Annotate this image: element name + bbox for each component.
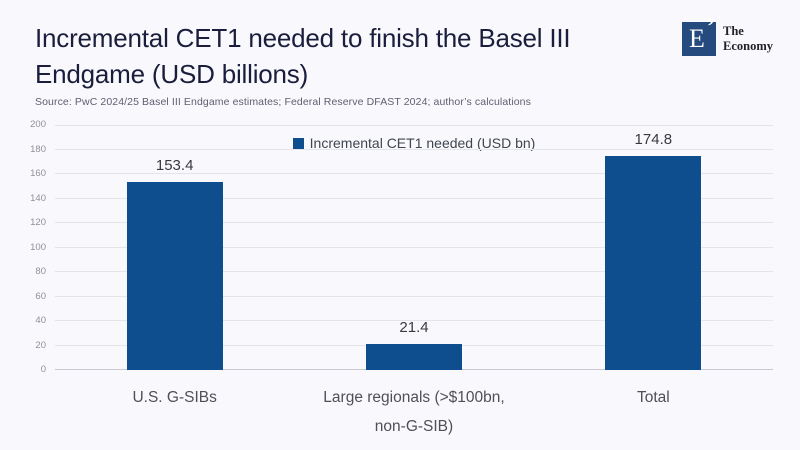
gridline bbox=[55, 148, 773, 150]
value-label: 174.8 bbox=[634, 130, 673, 148]
gridline bbox=[55, 125, 773, 126]
gridline bbox=[55, 320, 773, 321]
y-tick-label: 180 bbox=[30, 143, 46, 155]
value-label: 21.4 bbox=[399, 318, 429, 336]
logo-wordmark: The Economy bbox=[723, 24, 773, 53]
bar bbox=[605, 155, 702, 370]
gridline bbox=[55, 246, 773, 248]
plot-area: 153.4 21.4 174.8 bbox=[55, 125, 773, 370]
x-category-label: Large regionals (>$100bn, non-G-SIB) bbox=[323, 389, 505, 435]
y-tick-label: 0 bbox=[40, 364, 46, 375]
y-tick-label: 200 bbox=[30, 119, 46, 130]
bar bbox=[126, 182, 223, 370]
page-title: Incremental CET1 needed to finish the Ba… bbox=[35, 23, 571, 89]
legend-marker-icon bbox=[292, 137, 304, 149]
gridline bbox=[55, 222, 773, 223]
y-tick-label: 140 bbox=[30, 192, 46, 204]
gridline bbox=[55, 197, 773, 199]
logo-word-line2: Economy bbox=[723, 38, 773, 53]
gridline bbox=[55, 173, 773, 174]
legend-label: Incremental CET1 needed (USD bn) bbox=[309, 135, 536, 151]
logo-letter: E bbox=[689, 24, 705, 53]
logo-icon: E ’ bbox=[682, 15, 716, 56]
y-tick-label: 80 bbox=[35, 266, 46, 277]
logo-word-line1: The bbox=[723, 24, 744, 38]
source-note: Source: PwC 2024/25 Basel III Endgame es… bbox=[35, 96, 531, 108]
gridline bbox=[55, 295, 773, 297]
y-tick-label: 60 bbox=[35, 290, 46, 302]
brand-logo: E ’ The Economy bbox=[682, 15, 773, 56]
chart-legend: Incremental CET1 needed (USD bn) bbox=[55, 135, 773, 151]
x-axis-labels: U.S. G-SIBs Large regionals (>$100bn, non… bbox=[55, 370, 773, 440]
y-tick-label: 40 bbox=[35, 315, 46, 326]
gridline bbox=[55, 271, 773, 272]
x-category-label: Total bbox=[636, 389, 670, 406]
x-category-label: U.S. G-SIBs bbox=[132, 389, 217, 406]
y-tick-label: 120 bbox=[30, 217, 46, 228]
value-label: 153.4 bbox=[155, 157, 194, 175]
logo-apostrophe-icon: ’ bbox=[707, 14, 715, 40]
y-tick-label: 160 bbox=[30, 168, 46, 179]
y-tick-label: 100 bbox=[30, 241, 46, 253]
bar bbox=[366, 343, 462, 370]
bar-chart: 153.4 21.4 174.8 U.S. G-SIBs Large regional… bbox=[0, 119, 800, 435]
y-tick-label: 20 bbox=[35, 339, 46, 351]
